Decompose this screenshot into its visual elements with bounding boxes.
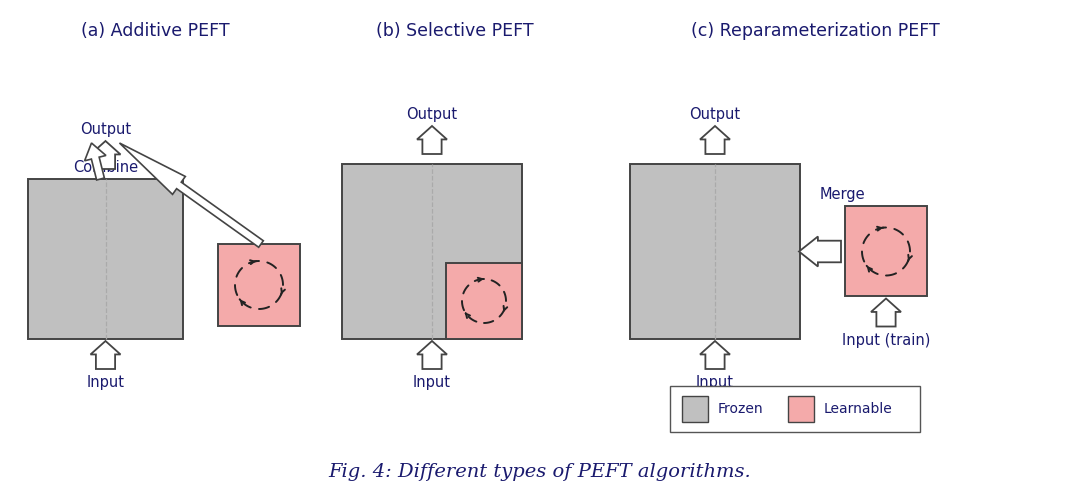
Polygon shape [417,341,447,369]
Polygon shape [91,341,121,369]
Bar [630,164,800,339]
Text: (c) Reparameterization PEFT: (c) Reparameterization PEFT [690,22,940,40]
Polygon shape [700,341,730,369]
Polygon shape [799,237,841,266]
Bar [681,396,708,422]
Text: Learnable: Learnable [824,402,893,416]
Text: Frozen: Frozen [718,402,764,416]
Text: (a) Additive PEFT: (a) Additive PEFT [81,22,229,40]
Text: Input (train): Input (train) [841,332,930,347]
Text: Output: Output [80,122,131,137]
Polygon shape [870,298,901,327]
Polygon shape [120,143,264,247]
Text: Input: Input [413,375,451,390]
Bar [218,244,300,326]
Bar [670,386,920,432]
Text: (b) Selective PEFT: (b) Selective PEFT [376,22,534,40]
Bar [342,164,522,339]
Text: Input: Input [696,375,734,390]
Text: Output: Output [406,107,458,122]
Bar [788,396,814,422]
Bar [28,179,183,339]
Text: Output: Output [689,107,741,122]
Polygon shape [700,126,730,154]
Polygon shape [417,126,447,154]
Bar [845,206,927,296]
Polygon shape [91,141,121,169]
Text: Fig. 4: Different types of PEFT algorithms.: Fig. 4: Different types of PEFT algorith… [328,463,752,481]
Text: Input: Input [86,375,124,390]
Text: Merge: Merge [820,187,866,202]
Polygon shape [84,143,106,180]
Bar [446,263,522,339]
Text: Combine: Combine [73,160,138,175]
